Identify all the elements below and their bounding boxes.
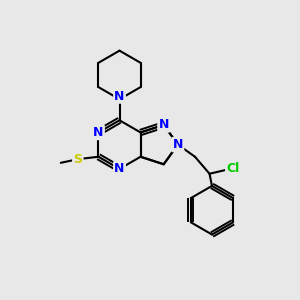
Text: N: N bbox=[93, 126, 103, 139]
Text: N: N bbox=[158, 118, 169, 131]
Text: Cl: Cl bbox=[226, 162, 239, 176]
Text: S: S bbox=[73, 153, 82, 166]
Text: N: N bbox=[114, 162, 125, 176]
Text: N: N bbox=[114, 89, 125, 103]
Text: N: N bbox=[173, 138, 183, 151]
